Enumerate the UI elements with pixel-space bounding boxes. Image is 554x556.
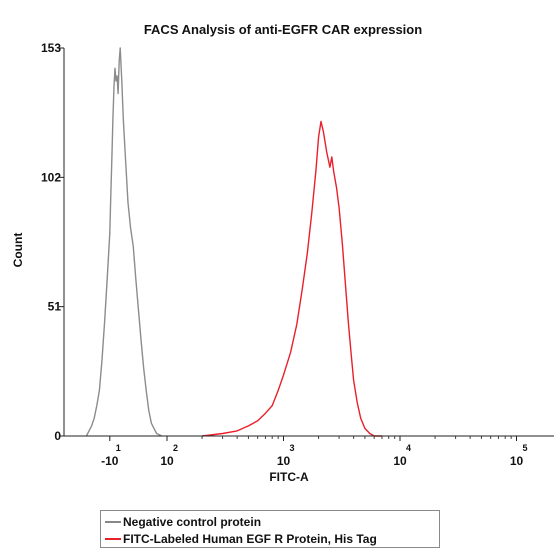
legend-label-fitc: FITC-Labeled Human EGF R Protein, His Ta… [123, 531, 377, 546]
x-tick-exponent: 1 [116, 443, 121, 453]
y-tick-label: 153 [41, 41, 61, 55]
legend-item-negative-control: Negative control protein [105, 513, 261, 530]
y-axis-label: Count [11, 233, 25, 268]
x-tick-label: 10 [510, 454, 524, 468]
legend-label-negative: Negative control protein [123, 514, 262, 529]
fitc-egfr-curve [202, 120, 382, 437]
chart-title: FACS Analysis of anti-EGFR CAR expressio… [144, 22, 422, 37]
x-tick-label: 10 [160, 454, 174, 468]
x-tick-exponent: 4 [406, 443, 411, 453]
y-tick-label: 102 [41, 170, 61, 184]
legend-item-fitc-egfr: FITC-Labeled Human EGF R Protein, His Ta… [105, 530, 377, 547]
x-tick-exponent: 3 [290, 443, 295, 453]
x-tick-label: 10 [277, 454, 291, 468]
data-series [85, 47, 382, 437]
chart-legend: Negative control protein FITC-Labeled Hu… [100, 510, 440, 548]
y-tick-label: 51 [48, 300, 62, 314]
x-tick-exponent: 5 [523, 443, 528, 453]
x-tick-label: 10 [393, 454, 407, 468]
negative-control-curve [85, 47, 163, 437]
x-tick-label: -10 [101, 454, 119, 468]
legend-swatch-fitc [105, 537, 121, 540]
y-tick-label: 0 [54, 429, 61, 443]
legend-swatch-negative [105, 520, 121, 523]
x-axis-label: FITC-A [269, 470, 309, 484]
x-tick-exponent: 2 [173, 443, 178, 453]
